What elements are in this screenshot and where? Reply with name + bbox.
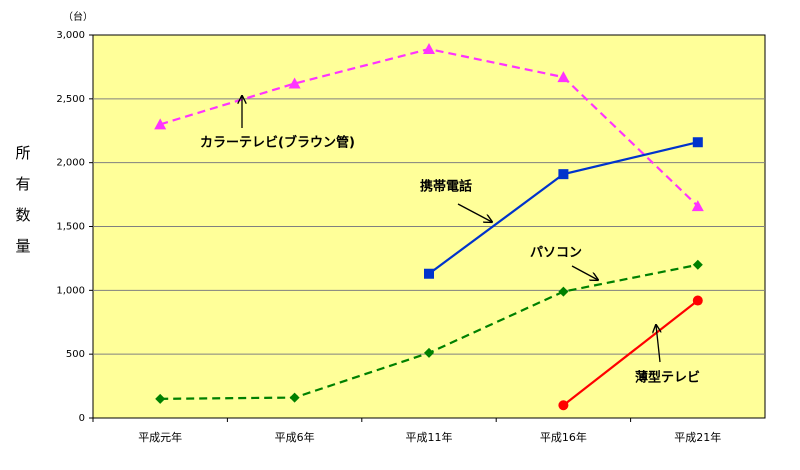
marker bbox=[558, 169, 569, 180]
marker bbox=[692, 137, 703, 148]
marker bbox=[558, 286, 569, 297]
marker bbox=[423, 43, 435, 55]
marker bbox=[288, 77, 301, 89]
marker bbox=[424, 347, 434, 358]
y-tick-label: 2,500 bbox=[56, 94, 85, 105]
marker bbox=[558, 400, 569, 411]
x-tick-label: 平成11年 bbox=[406, 430, 453, 444]
annotation-arrow bbox=[457, 203, 492, 222]
series-annotation: 携帯電話 bbox=[420, 179, 472, 195]
y-unit: （台） bbox=[63, 10, 93, 23]
y-tick-label: 500 bbox=[66, 349, 85, 360]
x-tick-label: 平成16年 bbox=[540, 430, 587, 444]
y-tick-label: 2,000 bbox=[56, 158, 85, 169]
marker bbox=[424, 268, 434, 279]
series-annotation: カラーテレビ(ブラウン管) bbox=[200, 135, 355, 151]
series-line bbox=[562, 299, 699, 407]
marker bbox=[692, 259, 703, 270]
series-annotation: パソコン bbox=[530, 246, 582, 261]
annotation-arrow bbox=[656, 325, 660, 363]
marker bbox=[692, 295, 703, 306]
series-annotation: 薄型テレビ bbox=[635, 370, 700, 386]
y-tick-label: 3,000 bbox=[56, 30, 85, 41]
x-tick-label: 平成元年 bbox=[138, 430, 182, 444]
y-tick-label: 1,000 bbox=[56, 285, 85, 296]
x-tick-label: 平成21年 bbox=[674, 430, 721, 444]
marker bbox=[557, 71, 570, 83]
marker bbox=[289, 392, 300, 403]
y-tick-label: 1,500 bbox=[56, 222, 85, 233]
marker bbox=[154, 118, 167, 130]
y-tick-label: 0 bbox=[79, 413, 85, 424]
y-axis-label: 所有数量 bbox=[14, 145, 32, 269]
marker bbox=[155, 393, 166, 404]
x-tick-label: 平成6年 bbox=[275, 430, 315, 444]
annotation-arrow bbox=[571, 265, 598, 280]
marker bbox=[691, 200, 704, 212]
